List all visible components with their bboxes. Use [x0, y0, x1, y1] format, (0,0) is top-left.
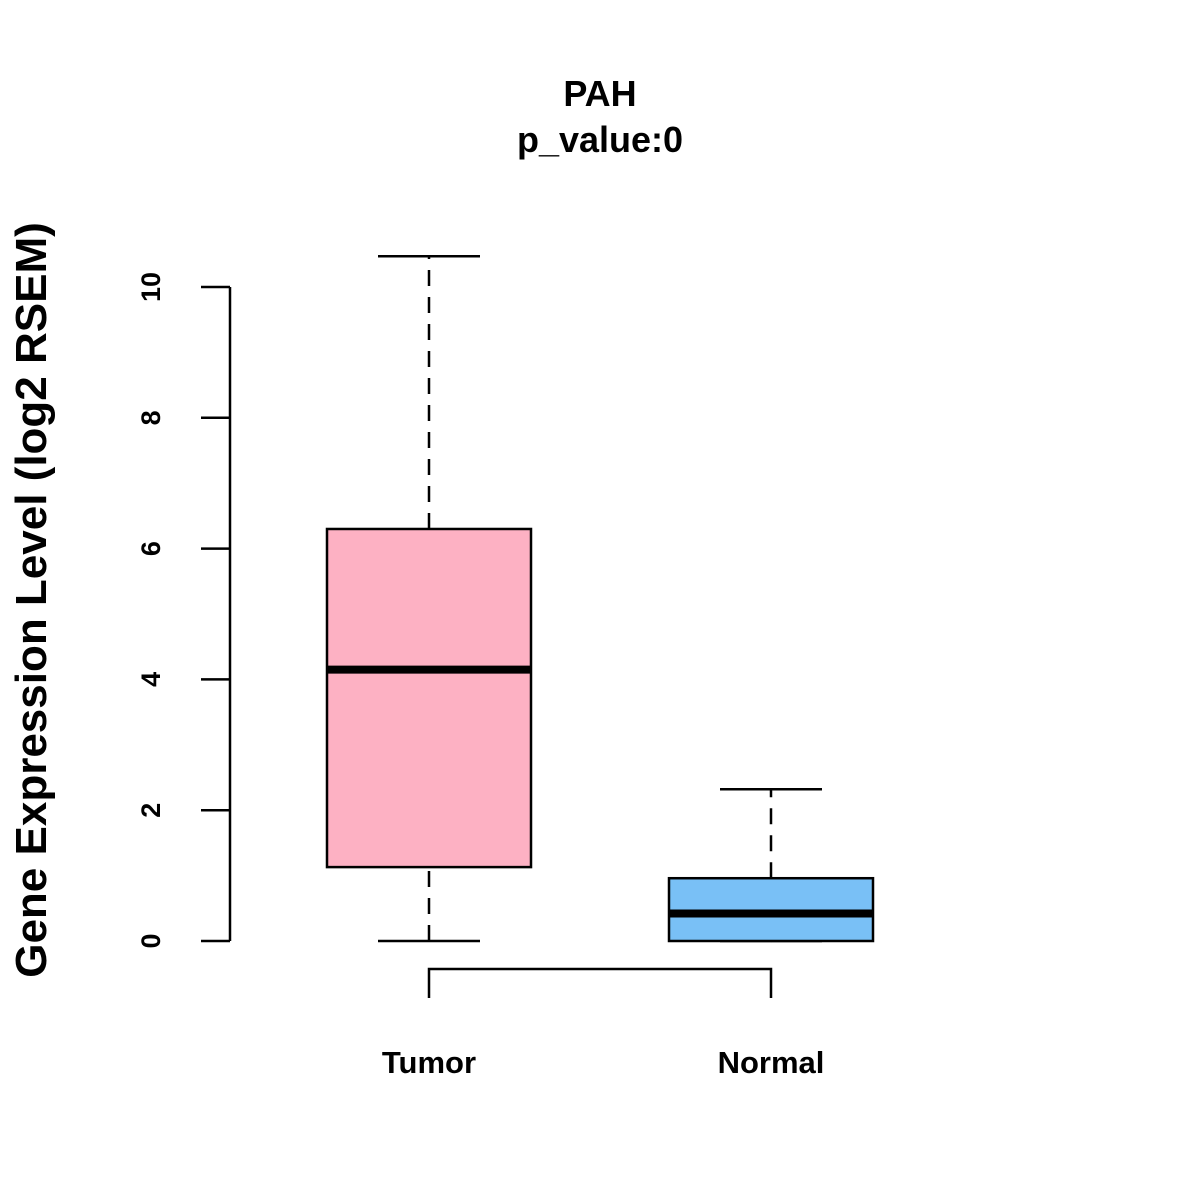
y-axis-label: Gene Expression Level (log2 RSEM) [7, 222, 56, 978]
y-tick-label: 6 [136, 541, 166, 556]
y-tick-label: 2 [136, 803, 166, 818]
y-tick-label: 8 [136, 410, 166, 425]
x-axis: Tumor Normal [382, 967, 825, 1080]
y-axis: 0 2 4 6 8 10 [136, 272, 232, 949]
x-axis-line [427, 967, 773, 998]
y-tick-label: 4 [136, 672, 166, 687]
chart-title: PAH [563, 73, 636, 114]
x-tick-label: Normal [718, 1045, 825, 1080]
y-tick-label: 0 [136, 933, 166, 948]
chart-subtitle: p_value:0 [517, 119, 683, 160]
x-tick-label: Tumor [382, 1045, 476, 1080]
y-tick-label: 10 [136, 272, 166, 302]
box-tumor [325, 527, 533, 869]
boxes-group [325, 255, 875, 943]
